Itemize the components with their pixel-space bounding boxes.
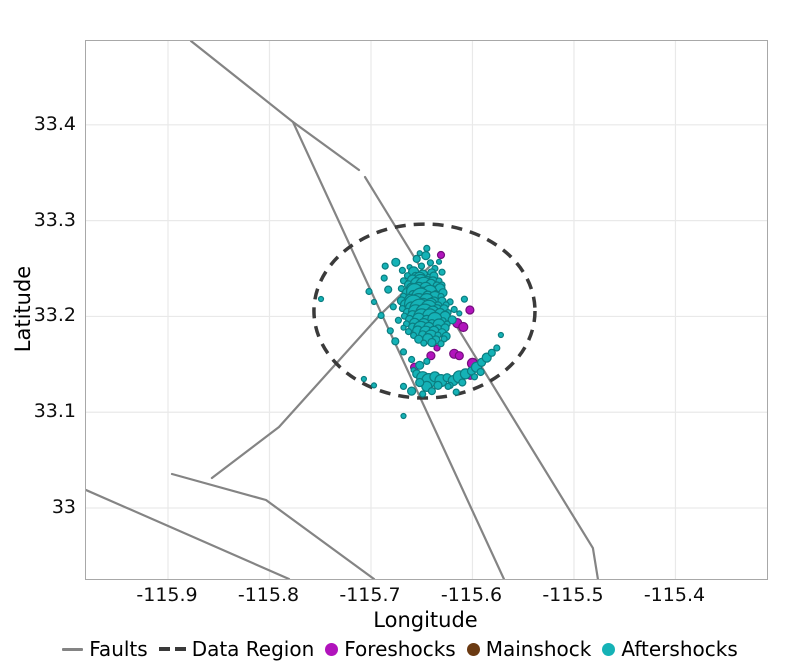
aftershock-point bbox=[417, 262, 426, 270]
mainshock-dot-swatch bbox=[466, 642, 480, 656]
data-region-dash-swatch bbox=[158, 647, 186, 651]
aftershock-point bbox=[437, 340, 445, 348]
x-tick-label: -115.4 bbox=[643, 584, 706, 606]
y-tick-label: 33.3 bbox=[33, 208, 76, 231]
aftershock-point bbox=[427, 337, 437, 348]
aftershock-point bbox=[423, 244, 431, 252]
aftershock-point bbox=[365, 287, 373, 296]
aftershock-point bbox=[360, 375, 367, 383]
aftershock-point bbox=[381, 262, 389, 270]
aftershock-point bbox=[400, 324, 407, 331]
aftershock-point bbox=[421, 251, 431, 261]
y-tick-label: 33 bbox=[51, 496, 76, 518]
aftershock-point bbox=[447, 315, 457, 325]
aftershock-point bbox=[452, 388, 460, 396]
aftershock-point bbox=[386, 327, 394, 335]
aftershock-point bbox=[458, 378, 467, 387]
y-tick-label: 33.1 bbox=[33, 400, 76, 423]
x-tick-label: -115.8 bbox=[237, 584, 300, 606]
x-tick-label: -115.9 bbox=[136, 584, 198, 606]
foreshock-point bbox=[465, 305, 475, 315]
aftershock-point bbox=[497, 331, 504, 339]
foreshock-point bbox=[433, 344, 441, 352]
aftershock-point bbox=[427, 387, 436, 396]
legend-item-aftershocks: Aftershocks bbox=[602, 637, 738, 661]
legend-label-aftershocks: Aftershocks bbox=[621, 637, 738, 661]
x-tick-label: -115.6 bbox=[440, 584, 503, 606]
map-plot-canvas bbox=[86, 41, 767, 579]
aftershock-point bbox=[412, 254, 421, 263]
legend: Faults Data Region Foreshocks Mainshock … bbox=[0, 637, 800, 661]
legend-label-data-region: Data Region bbox=[191, 637, 315, 661]
aftershock-point bbox=[399, 382, 408, 390]
aftershock-point bbox=[404, 328, 413, 336]
y-tick-label: 33.2 bbox=[33, 304, 76, 327]
plot-area bbox=[85, 40, 768, 580]
fault-line bbox=[210, 262, 435, 480]
x-tick-label: -115.5 bbox=[542, 584, 604, 606]
aftershock-point bbox=[370, 298, 378, 306]
aftershock-point bbox=[415, 360, 425, 370]
aftershock-point bbox=[460, 295, 468, 303]
legend-label-foreshocks: Foreshocks bbox=[344, 637, 456, 661]
legend-label-faults: Faults bbox=[89, 637, 148, 661]
aftershock-point bbox=[407, 386, 417, 396]
aftershock-point bbox=[408, 355, 416, 364]
aftershock-point bbox=[384, 285, 393, 294]
aftershock-point bbox=[450, 305, 458, 314]
aftershock-point bbox=[398, 266, 406, 274]
aftershock-point bbox=[399, 348, 408, 356]
aftershock-point bbox=[423, 357, 431, 365]
aftershock-point bbox=[419, 390, 427, 398]
aftershock-point bbox=[400, 412, 407, 420]
aftershock-point bbox=[416, 250, 423, 257]
aftershock-point bbox=[433, 380, 443, 390]
legend-item-faults: Faults bbox=[62, 637, 148, 661]
aftershock-point bbox=[470, 373, 479, 381]
foreshock-point bbox=[426, 351, 436, 361]
aftershock-point bbox=[444, 382, 452, 390]
aftershock-point bbox=[394, 316, 402, 324]
foreshock-point bbox=[454, 351, 464, 361]
faults-line-swatch bbox=[62, 647, 84, 651]
foreshock-point bbox=[436, 250, 446, 260]
aftershock-point bbox=[435, 258, 443, 265]
aftershock-point bbox=[391, 257, 401, 267]
aftershock-point bbox=[415, 377, 425, 388]
y-tick-label: 33.4 bbox=[33, 112, 76, 135]
fault-line bbox=[363, 175, 599, 579]
aftershock-point bbox=[438, 268, 446, 276]
aftershock-point bbox=[420, 339, 428, 347]
aftershock-point bbox=[389, 303, 397, 311]
x-tick-label: -115.7 bbox=[339, 584, 401, 606]
foreshocks-dot-swatch bbox=[325, 642, 339, 656]
legend-item-mainshock: Mainshock bbox=[466, 637, 592, 661]
aftershocks-dot-swatch bbox=[602, 642, 616, 656]
aftershock-point bbox=[426, 259, 434, 267]
legend-item-foreshocks: Foreshocks bbox=[325, 637, 456, 661]
fault-line bbox=[86, 488, 291, 579]
fault-line bbox=[291, 120, 361, 172]
aftershock-point bbox=[487, 348, 496, 357]
aftershock-point bbox=[380, 274, 388, 282]
aftershock-point bbox=[476, 367, 485, 377]
foreshock-point bbox=[458, 321, 469, 333]
aftershock-point bbox=[493, 344, 501, 352]
fault-line bbox=[170, 472, 376, 579]
data-region-ellipse bbox=[312, 222, 537, 400]
legend-label-mainshock: Mainshock bbox=[485, 637, 592, 661]
aftershock-point bbox=[391, 337, 400, 346]
aftershock-point bbox=[377, 311, 385, 320]
aftershock-point bbox=[456, 310, 463, 317]
aftershock-point bbox=[370, 382, 378, 389]
x-axis-title: Longitude bbox=[373, 608, 478, 632]
legend-item-data-region: Data Region bbox=[158, 637, 315, 661]
aftershock-point bbox=[317, 295, 325, 303]
